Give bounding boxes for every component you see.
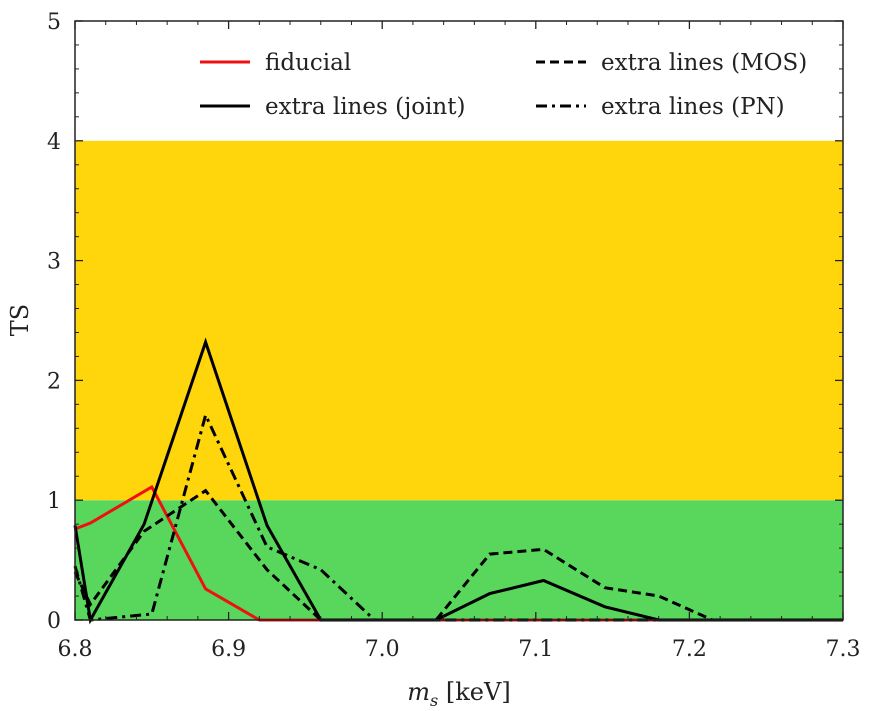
x-tick-label-2: 7.0 [365,637,400,662]
x-tick-label-1: 6.9 [211,637,246,662]
y-tick-label-3: 3 [47,250,61,275]
axis-ticks: 6.8 6.9 7.0 7.1 7.2 7.3 0 1 2 3 4 5 [47,10,861,662]
y-tick-label-5: 5 [47,10,61,35]
y-tick-label-4: 4 [47,130,61,155]
x-tick-label-0: 6.8 [58,637,93,662]
x-axis-label-symbol: m [407,678,430,706]
legend-label-3: extra lines (PN) [601,94,785,120]
legend-label-0: fiducial [265,50,351,76]
legend-label-2: extra lines (MOS) [601,50,807,76]
plot-border [74,20,844,621]
y-tick-label-2: 2 [47,369,61,394]
x-axis-label: ms [keV] [407,678,510,710]
band-0 [75,500,843,620]
legend: fiducial extra lines (joint) extra lines (… [200,50,807,120]
significance-bands [75,140,843,620]
y-tick-label-1: 1 [47,489,61,514]
x-axis-label-subscript: s [430,691,438,710]
x-tick-label-3: 7.1 [518,637,553,662]
legend-label-1: extra lines (joint) [265,94,465,120]
x-tick-label-5: 7.3 [826,637,861,662]
band-1 [75,140,843,501]
x-axis-label-unit: [keV] [438,678,510,706]
plot-frame [74,20,844,621]
y-tick-label-0: 0 [47,609,61,634]
series-line-3 [73,410,843,622]
y-axis-label: TS [6,304,34,336]
series-line-2 [73,488,843,622]
x-tick-label-4: 7.2 [672,637,707,662]
